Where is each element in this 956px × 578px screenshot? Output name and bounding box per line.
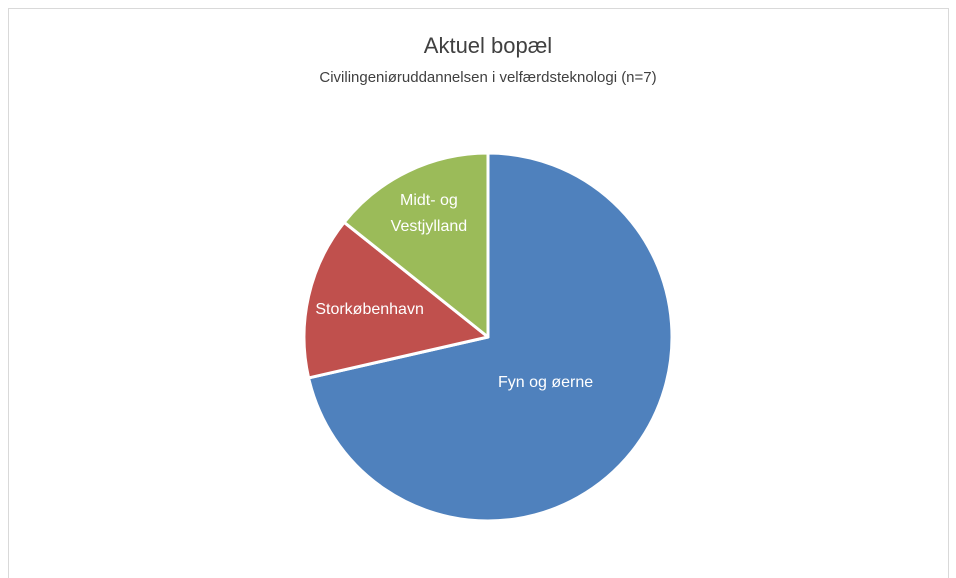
slice-label: Midt- og Vestjylland (390, 192, 468, 236)
pie-slice (342, 151, 490, 339)
pie-slice (307, 151, 674, 523)
slice-label: Storkøbenhavn (315, 300, 424, 318)
chart-subtitle: Civilingeniøruddannelsen i velfærdstekno… (319, 69, 656, 86)
slice-label: Fyn og øerne (497, 373, 594, 391)
pie-slice (302, 220, 490, 380)
chart-title: Aktuel bopæl (424, 33, 552, 58)
